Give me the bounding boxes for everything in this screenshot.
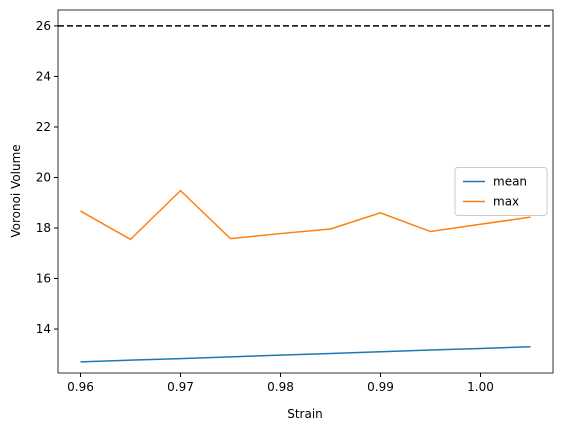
- x-tick-label: 0.96: [67, 380, 94, 394]
- x-tick-label: 1.00: [467, 380, 494, 394]
- plot-frame: [57, 9, 554, 374]
- y-tick-label: 20: [36, 170, 51, 184]
- line: [80, 345, 531, 363]
- legend-box: [454, 167, 548, 216]
- y-tick-label: 22: [36, 120, 51, 134]
- y-tick-label: 24: [36, 69, 51, 83]
- x-tick-label: 0.99: [367, 380, 394, 394]
- legend-label: max: [493, 195, 519, 209]
- y-axis-label: Voronoi Volume: [9, 144, 23, 237]
- legend-label: mean: [493, 175, 527, 189]
- y-tick-label: 14: [36, 322, 51, 336]
- y-tick-label: 26: [36, 19, 51, 33]
- x-tick-label: 0.97: [167, 380, 194, 394]
- y-tick-label: 16: [36, 272, 51, 286]
- x-axis-label: Strain: [287, 407, 323, 421]
- line: [80, 189, 531, 241]
- y-tick-label: 18: [36, 221, 51, 235]
- x-tick-label: 0.98: [267, 380, 294, 394]
